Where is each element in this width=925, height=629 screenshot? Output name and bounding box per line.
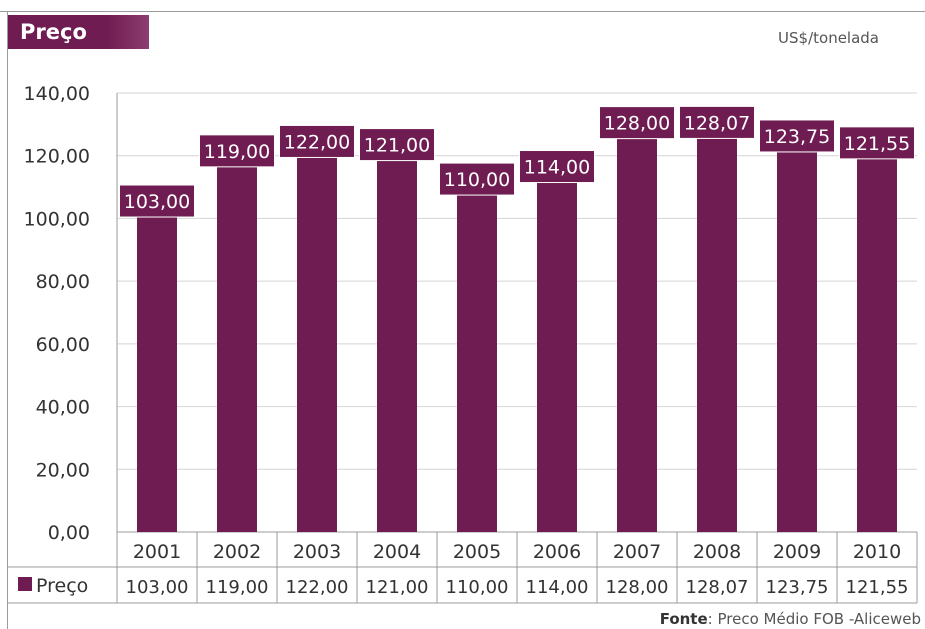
x-tick-label: 2003 xyxy=(293,541,341,563)
table-value: 128,00 xyxy=(606,577,669,598)
data-label: 128,00 xyxy=(604,113,670,135)
data-label-box xyxy=(279,124,355,158)
bar xyxy=(137,209,177,532)
source-text: : Preco Médio FOB -Aliceweb xyxy=(707,610,921,628)
data-label: 110,00 xyxy=(444,169,510,191)
data-label-box xyxy=(359,128,435,162)
x-tick-label: 2006 xyxy=(533,541,581,563)
chart-title: Preço xyxy=(8,15,149,49)
data-label: 123,75 xyxy=(764,126,830,148)
table-value: 121,00 xyxy=(366,577,429,598)
data-label: 103,00 xyxy=(124,191,190,213)
table-value: 123,75 xyxy=(766,577,829,598)
data-label: 121,55 xyxy=(844,133,910,155)
x-tick-label: 2001 xyxy=(133,541,181,563)
data-label: 122,00 xyxy=(284,131,350,153)
table-value: 119,00 xyxy=(206,577,269,598)
y-tick-label: 120,00 xyxy=(24,146,90,168)
data-label-box xyxy=(199,134,275,168)
bar xyxy=(377,152,417,533)
table-value: 110,00 xyxy=(446,577,509,598)
source-note: Fonte: Preco Médio FOB -Aliceweb xyxy=(660,610,921,628)
data-label-box xyxy=(599,106,675,140)
unit-label: US$/tonelada xyxy=(778,29,879,47)
bar xyxy=(857,150,897,532)
x-tick-label: 2002 xyxy=(213,541,261,563)
y-tick-label: 20,00 xyxy=(36,459,90,481)
y-tick-label: 0,00 xyxy=(48,522,90,544)
top-border-line xyxy=(0,11,925,12)
table-value: 128,07 xyxy=(686,577,749,598)
y-tick-label: 140,00 xyxy=(24,83,90,105)
bar xyxy=(777,143,817,532)
data-label: 121,00 xyxy=(364,135,430,157)
x-tick-label: 2009 xyxy=(773,541,821,563)
y-tick-label: 80,00 xyxy=(36,271,90,293)
data-label-box xyxy=(679,105,755,139)
legend-swatch xyxy=(18,577,32,591)
data-label: 114,00 xyxy=(524,157,590,179)
bar xyxy=(537,174,577,532)
x-tick-label: 2005 xyxy=(453,541,501,563)
data-label-box xyxy=(519,150,595,184)
bar xyxy=(617,130,657,532)
x-tick-label: 2008 xyxy=(693,541,741,563)
x-tick-label: 2007 xyxy=(613,541,661,563)
table-value: 122,00 xyxy=(286,577,349,598)
y-tick-label: 40,00 xyxy=(36,397,90,419)
bar xyxy=(697,130,737,533)
data-label: 128,07 xyxy=(684,112,750,134)
bar xyxy=(217,158,257,532)
table-value: 103,00 xyxy=(126,577,189,598)
source-label: Fonte xyxy=(659,610,708,628)
bar xyxy=(297,149,337,532)
data-label-box xyxy=(839,126,915,160)
legend-label: Preço xyxy=(36,575,88,597)
bar xyxy=(457,187,497,533)
data-label: 119,00 xyxy=(204,141,270,163)
y-tick-label: 60,00 xyxy=(36,334,90,356)
y-tick-label: 100,00 xyxy=(24,208,90,230)
x-tick-label: 2010 xyxy=(853,541,901,563)
data-label-box xyxy=(119,184,195,218)
x-tick-label: 2004 xyxy=(373,541,421,563)
left-border-line xyxy=(7,11,8,629)
table-value: 121,55 xyxy=(846,577,909,598)
table-value: 114,00 xyxy=(526,577,589,598)
data-label-box xyxy=(759,119,835,153)
data-label-box xyxy=(439,162,515,196)
